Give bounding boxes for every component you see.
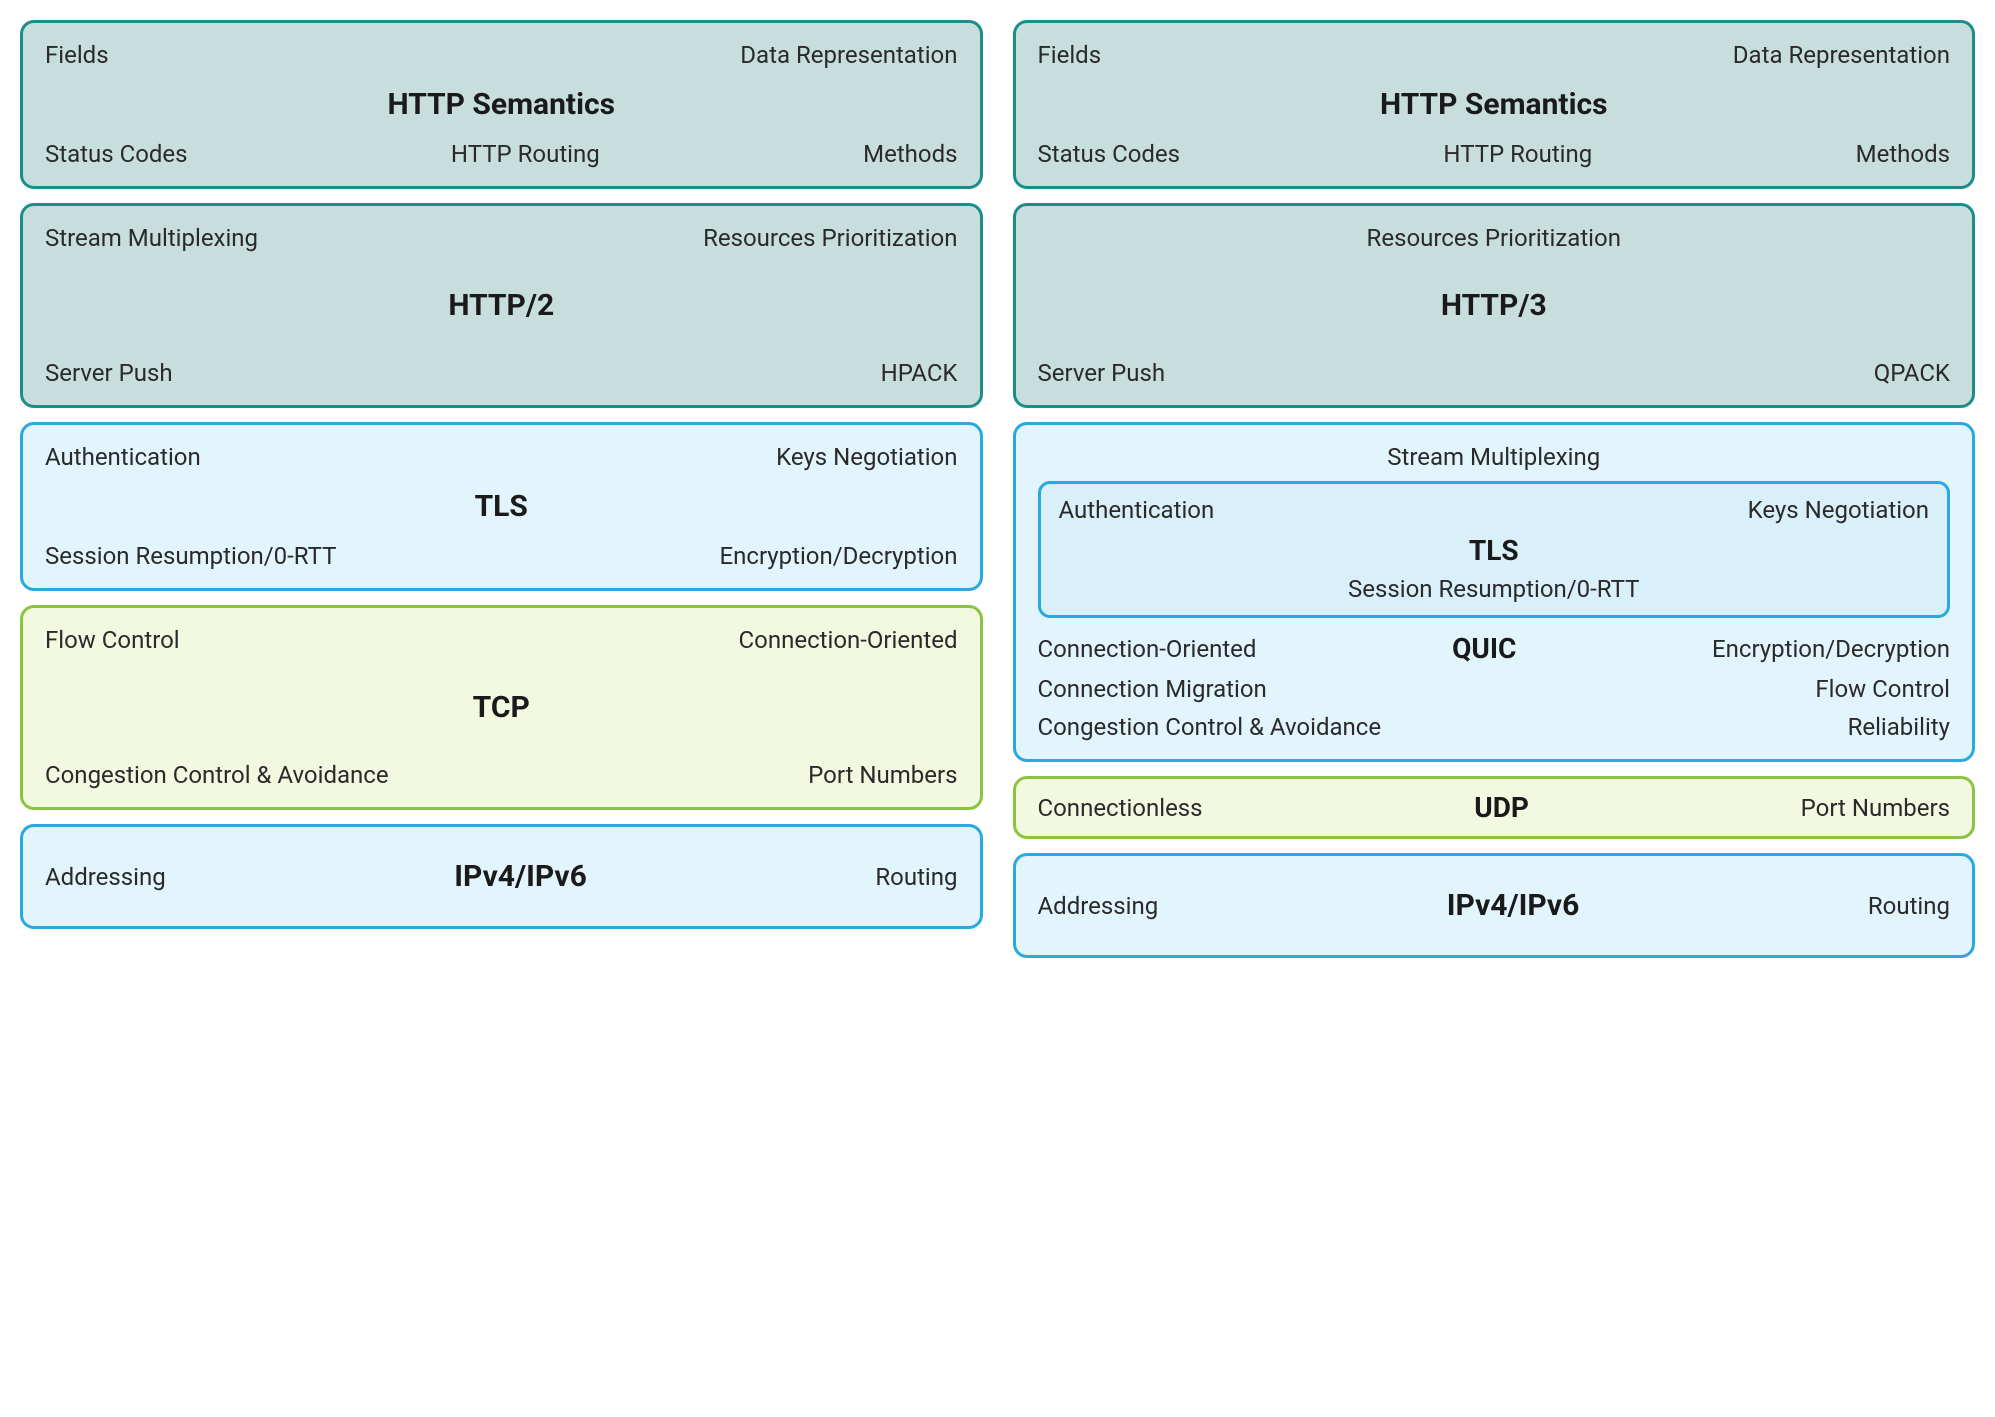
feature-routing: Routing <box>1868 892 1950 920</box>
box-ip-left: Addressing IPv4/IPv6 Routing <box>20 824 983 929</box>
title-quic: QUIC <box>1432 632 1536 665</box>
left-column-http2-stack: Fields Data Representation HTTP Semantic… <box>20 20 983 958</box>
feature-data-representation: Data Representation <box>1733 41 1950 69</box>
feature-connection-oriented: Connection-Oriented <box>1038 635 1257 663</box>
feature-session-resumption: Session Resumption/0-RTT <box>1348 575 1639 603</box>
title-tcp: TCP <box>473 690 530 725</box>
title-ip: IPv4/IPv6 <box>1447 888 1580 923</box>
title-http3: HTTP/3 <box>1441 288 1547 323</box>
feature-fields: Fields <box>45 41 109 69</box>
feature-stream-multiplexing: Stream Multiplexing <box>1387 443 1600 471</box>
right-column-http3-stack: Fields Data Representation HTTP Semantic… <box>1013 20 1976 958</box>
box-ip-right: Addressing IPv4/IPv6 Routing <box>1013 853 1976 958</box>
feature-http-routing: HTTP Routing <box>188 140 864 168</box>
title-http2: HTTP/2 <box>448 288 554 323</box>
box-http3: Resources Prioritization HTTP/3 Server P… <box>1013 203 1976 408</box>
box-quic: Stream Multiplexing Authentication Keys … <box>1013 422 1976 762</box>
feature-hpack: HPACK <box>881 359 958 387</box>
feature-session-resumption: Session Resumption/0-RTT <box>45 542 336 570</box>
feature-port-numbers: Port Numbers <box>808 761 957 789</box>
feature-resources-prioritization: Resources Prioritization <box>703 224 957 252</box>
feature-connectionless: Connectionless <box>1038 794 1203 822</box>
title-tls-inner: TLS <box>1469 534 1519 567</box>
title-http-semantics: HTTP Semantics <box>387 87 615 122</box>
feature-status-codes: Status Codes <box>45 140 188 168</box>
feature-status-codes: Status Codes <box>1038 140 1181 168</box>
feature-encryption-decryption: Encryption/Decryption <box>1712 635 1950 663</box>
feature-qpack: QPACK <box>1874 359 1950 387</box>
box-http-semantics-left: Fields Data Representation HTTP Semantic… <box>20 20 983 189</box>
feature-flow-control: Flow Control <box>1815 675 1950 703</box>
feature-methods: Methods <box>1856 140 1950 168</box>
feature-reliability: Reliability <box>1848 713 1950 741</box>
feature-fields: Fields <box>1038 41 1102 69</box>
box-tls-inner: Authentication Keys Negotiation TLS Sess… <box>1038 481 1951 618</box>
diagram-container: Fields Data Representation HTTP Semantic… <box>20 20 1975 958</box>
title-ip: IPv4/IPv6 <box>454 859 587 894</box>
feature-authentication: Authentication <box>1059 496 1215 524</box>
feature-authentication: Authentication <box>45 443 201 471</box>
feature-encryption-decryption: Encryption/Decryption <box>719 542 957 570</box>
title-udp: UDP <box>1474 791 1529 824</box>
title-http-semantics: HTTP Semantics <box>1380 87 1608 122</box>
feature-port-numbers: Port Numbers <box>1801 794 1950 822</box>
feature-keys-negotiation: Keys Negotiation <box>776 443 957 471</box>
feature-addressing: Addressing <box>1038 892 1159 920</box>
feature-server-push: Server Push <box>1038 359 1166 387</box>
box-tls-left: Authentication Keys Negotiation TLS Sess… <box>20 422 983 591</box>
title-tls: TLS <box>475 489 528 524</box>
feature-connection-oriented: Connection-Oriented <box>739 626 958 654</box>
feature-methods: Methods <box>863 140 957 168</box>
feature-connection-migration: Connection Migration <box>1038 675 1267 703</box>
box-udp: Connectionless UDP Port Numbers <box>1013 776 1976 839</box>
feature-keys-negotiation: Keys Negotiation <box>1748 496 1929 524</box>
feature-routing: Routing <box>875 863 957 891</box>
feature-data-representation: Data Representation <box>740 41 957 69</box>
feature-http-routing: HTTP Routing <box>1180 140 1856 168</box>
feature-resources-prioritization: Resources Prioritization <box>1367 224 1621 252</box>
feature-congestion-control: Congestion Control & Avoidance <box>45 761 389 789</box>
feature-congestion-control: Congestion Control & Avoidance <box>1038 713 1382 741</box>
box-tcp: Flow Control Connection-Oriented TCP Con… <box>20 605 983 810</box>
box-http2: Stream Multiplexing Resources Prioritiza… <box>20 203 983 408</box>
feature-flow-control: Flow Control <box>45 626 180 654</box>
feature-addressing: Addressing <box>45 863 166 891</box>
box-http-semantics-right: Fields Data Representation HTTP Semantic… <box>1013 20 1976 189</box>
feature-server-push: Server Push <box>45 359 173 387</box>
feature-stream-multiplexing: Stream Multiplexing <box>45 224 258 252</box>
